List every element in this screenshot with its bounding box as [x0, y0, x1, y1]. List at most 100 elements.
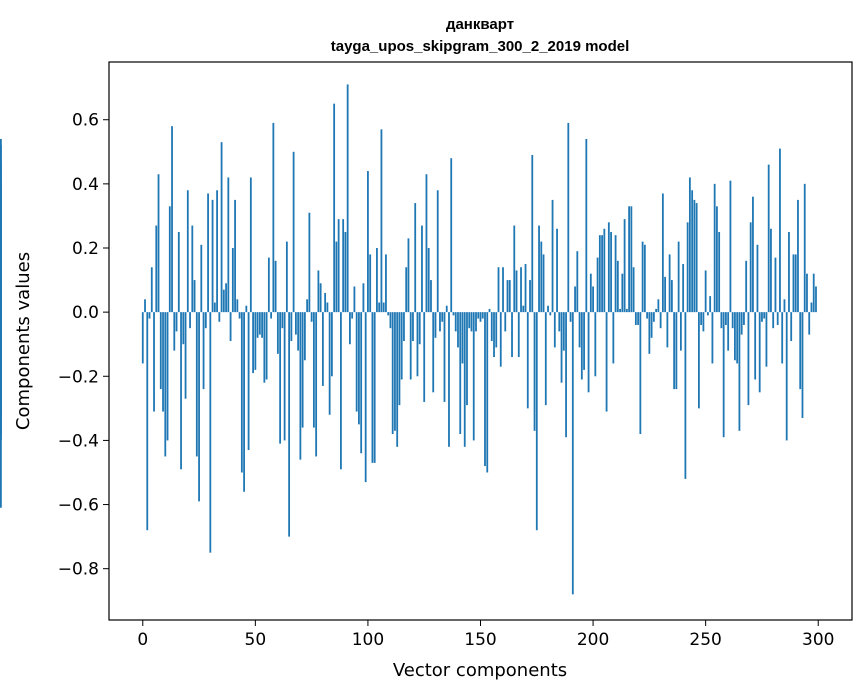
bar [576, 251, 579, 313]
bar [655, 308, 658, 313]
bar [335, 241, 338, 313]
bar [763, 312, 766, 319]
bar [499, 312, 502, 367]
bar [146, 312, 149, 531]
x-tick-label: 50 [245, 630, 267, 650]
bar [155, 225, 158, 313]
bar [670, 280, 673, 313]
bar [646, 312, 649, 319]
bar [195, 312, 198, 457]
bar [484, 312, 486, 467]
bar [385, 254, 387, 313]
bar [529, 280, 531, 313]
bar [326, 302, 329, 313]
bar [285, 241, 288, 313]
bar [684, 312, 687, 479]
bar [200, 244, 203, 313]
bar [806, 273, 808, 313]
bar [526, 312, 529, 409]
bar [475, 312, 477, 332]
bar [333, 103, 336, 313]
bar [614, 235, 617, 313]
bar [240, 312, 243, 473]
bar [531, 155, 534, 313]
bar [198, 312, 200, 502]
bar [164, 312, 167, 457]
bar [799, 312, 802, 390]
bar [421, 225, 423, 313]
bar [691, 190, 694, 313]
bar [225, 283, 227, 313]
bar [720, 312, 723, 329]
bar [569, 312, 572, 322]
bar [709, 296, 712, 313]
bar [324, 292, 327, 313]
bar [565, 312, 567, 438]
bar [279, 312, 282, 444]
bar [556, 228, 558, 313]
bar [371, 312, 374, 463]
bar [175, 312, 178, 332]
bar [378, 302, 381, 313]
bar [191, 225, 194, 313]
bar [400, 312, 403, 380]
bar [180, 312, 182, 470]
bar [560, 312, 563, 383]
bar [587, 312, 590, 393]
bar [493, 312, 495, 358]
bar [245, 305, 248, 313]
bar [538, 225, 540, 313]
bar [558, 312, 561, 332]
bar [319, 283, 322, 313]
bar [641, 241, 644, 313]
bar [380, 129, 383, 313]
bar [416, 312, 419, 377]
bar [423, 312, 426, 402]
bar [666, 312, 669, 348]
bar [610, 231, 612, 313]
bar [193, 280, 196, 313]
bar [481, 312, 484, 319]
bar [580, 312, 583, 380]
bar [252, 312, 254, 374]
bar [177, 231, 180, 313]
bar [695, 203, 698, 313]
bar [436, 190, 439, 313]
bar [394, 312, 396, 431]
bar [673, 312, 676, 390]
bar [337, 219, 340, 313]
bar [574, 286, 576, 313]
bar [598, 235, 601, 313]
bar [466, 312, 468, 406]
bar [430, 280, 432, 313]
bar [270, 312, 273, 319]
bar [583, 312, 585, 370]
bar [310, 312, 313, 322]
bar [376, 248, 378, 313]
bar [346, 84, 349, 313]
bar [790, 312, 793, 341]
bar [258, 312, 261, 335]
bar [283, 312, 286, 441]
bar [772, 312, 775, 329]
bar [331, 312, 333, 377]
bar [308, 212, 311, 313]
bar [675, 312, 678, 390]
bar [749, 222, 752, 313]
bar [231, 248, 234, 313]
bar [664, 276, 667, 313]
bar [407, 238, 410, 313]
bar [236, 299, 239, 313]
bar [454, 312, 457, 332]
bar [414, 203, 417, 313]
bar [542, 254, 545, 313]
bar [448, 312, 450, 447]
bar [202, 312, 205, 390]
bar [351, 312, 354, 319]
bar [549, 312, 552, 316]
y-tick-label: −0.8 [58, 560, 99, 580]
bar [281, 312, 284, 329]
bar [657, 299, 660, 313]
bar [213, 302, 216, 313]
bar [148, 312, 151, 319]
